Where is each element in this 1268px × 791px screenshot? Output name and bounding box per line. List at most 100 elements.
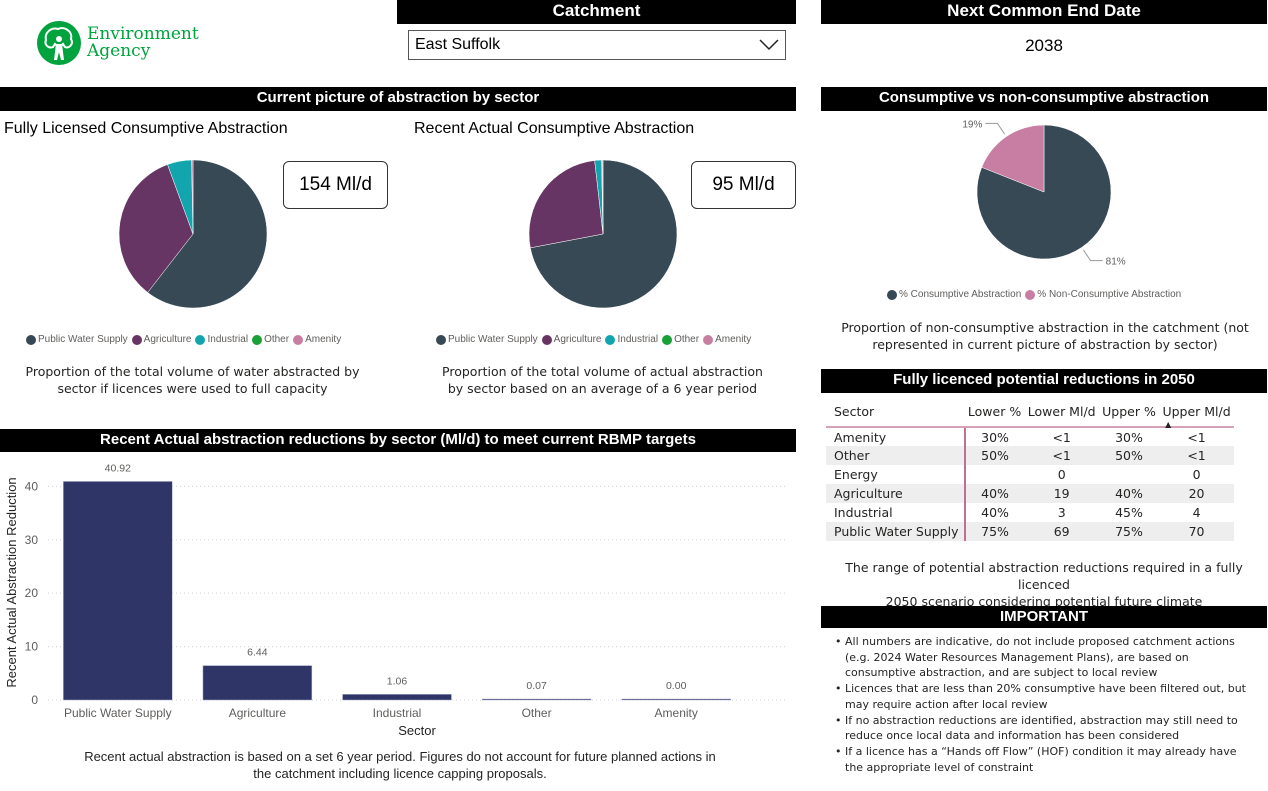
column-header-sector[interactable]: Sector bbox=[826, 400, 965, 428]
table-cell: 40% bbox=[1098, 484, 1160, 503]
legend-item-non-consumptive-abstraction[interactable]: % Non-Consumptive Abstraction bbox=[1021, 289, 1181, 300]
legend-dot-icon bbox=[703, 334, 714, 345]
legend-label: Amenity bbox=[715, 334, 752, 345]
table-cell: 4 bbox=[1192, 505, 1201, 520]
column-header-lower-mld[interactable]: Lower Ml/d bbox=[1024, 400, 1099, 428]
pie-leader-line bbox=[985, 122, 1006, 135]
x-tick-label: Industrial bbox=[373, 706, 422, 720]
legend-dot-icon bbox=[293, 334, 304, 345]
legend-dot-icon bbox=[195, 334, 206, 345]
legend-item-agriculture[interactable]: Agriculture bbox=[128, 334, 191, 345]
table-cell: 70 bbox=[1159, 522, 1234, 541]
table-row[interactable]: Agriculture 40% 19 40% 20 bbox=[826, 484, 1234, 503]
legend-label: Industrial bbox=[207, 334, 249, 345]
pie-slice-agriculture[interactable] bbox=[528, 160, 604, 249]
legend-dot-icon bbox=[252, 334, 263, 345]
legend-item-public-water-supply[interactable]: Public Water Supply bbox=[432, 334, 538, 345]
legend-label: % Non-Consumptive Abstraction bbox=[1037, 289, 1182, 300]
legend-item-industrial[interactable]: Industrial bbox=[191, 334, 248, 345]
table-cell: Industrial bbox=[826, 503, 966, 522]
table-cell: 69 bbox=[1024, 522, 1099, 541]
x-axis-title: Sector bbox=[398, 723, 436, 738]
bar-other[interactable] bbox=[481, 698, 592, 701]
catchment-dropdown[interactable]: East Suffolk bbox=[408, 30, 786, 60]
legend-item-agriculture[interactable]: Agriculture bbox=[538, 334, 602, 345]
table-row[interactable]: Amenity 30% <1 30% <1 bbox=[826, 427, 1234, 446]
legend-item-industrial[interactable]: Industrial bbox=[601, 334, 658, 345]
x-tick-label: Agriculture bbox=[229, 706, 287, 720]
bar-chart-caption: Recent actual abstraction is based on a … bbox=[60, 748, 740, 782]
environment-agency-logo: Environment Agency bbox=[36, 20, 206, 66]
legend-item-other[interactable]: Other bbox=[658, 334, 699, 345]
bar-data-label: 40.92 bbox=[105, 462, 131, 474]
fully-licensed-total-card: 154 Ml/d bbox=[283, 161, 388, 209]
pie-slice-agriculture[interactable] bbox=[118, 164, 194, 293]
legend-item-other[interactable]: Other bbox=[248, 334, 289, 345]
legend-item-amenity[interactable]: Amenity bbox=[289, 334, 341, 345]
important-item: All numbers are indicative, do not inclu… bbox=[835, 634, 1255, 681]
legend-label: Other bbox=[674, 334, 700, 345]
x-tick-label: Public Water Supply bbox=[64, 706, 172, 720]
legend-label: % Consumptive Abstraction bbox=[899, 289, 1022, 300]
fully-licensed-pie bbox=[118, 159, 268, 309]
fully-licensed-caption: Proportion of the total volume of water … bbox=[20, 363, 365, 397]
table-cell bbox=[965, 465, 1025, 484]
table-cell: 45% bbox=[1115, 505, 1143, 520]
bar-agriculture[interactable] bbox=[202, 665, 313, 701]
consumptive-pie: 81% 19% bbox=[962, 119, 1126, 268]
column-header-upper-pct[interactable]: Upper % bbox=[1098, 400, 1160, 428]
consumptive-header: Consumptive vs non-consumptive abstracti… bbox=[821, 87, 1267, 111]
reductions-2050-header: Fully licenced potential reductions in 2… bbox=[821, 369, 1267, 393]
end-date-header: Next Common End Date bbox=[821, 0, 1267, 24]
pie-data-label: 81% bbox=[1106, 257, 1126, 268]
table-cell: Public Water Supply bbox=[826, 522, 966, 541]
caption-line: Proportion of non-consumptive abstractio… bbox=[841, 320, 1249, 335]
consumptive-caption: Proportion of non-consumptive abstractio… bbox=[830, 319, 1260, 353]
consumptive-legend: % Consumptive Abstraction % Non-Consumpti… bbox=[883, 289, 1181, 300]
table-cell bbox=[1099, 465, 1159, 484]
table-cell: <1 bbox=[1052, 429, 1071, 445]
bar-amenity[interactable] bbox=[621, 698, 731, 701]
tree-person-icon bbox=[37, 21, 81, 65]
recent-actual-total-card: 95 Ml/d bbox=[691, 161, 796, 209]
caption-line: sector if licences were used to full cap… bbox=[57, 381, 328, 396]
important-list: All numbers are indicative, do not inclu… bbox=[835, 634, 1255, 775]
column-header-lower-pct[interactable]: Lower % bbox=[964, 400, 1025, 428]
table-cell: <1 bbox=[1159, 446, 1234, 465]
y-tick-label: 40 bbox=[25, 479, 39, 493]
legend-item-consumptive-abstraction[interactable]: % Consumptive Abstraction bbox=[883, 289, 1021, 300]
caption-line: Recent actual abstraction is based on a … bbox=[84, 749, 716, 764]
table-row[interactable]: Industrial 40% 3 45% 4 bbox=[826, 503, 1234, 522]
logo-line-2: Agency bbox=[87, 41, 151, 61]
caption-line: Proportion of the total volume of actual… bbox=[442, 364, 763, 379]
sort-ascending-icon[interactable]: ▲ bbox=[1165, 420, 1172, 429]
bar-data-label: 0.00 bbox=[666, 680, 687, 692]
table-header-row: Sector Lower % Lower Ml/d Upper % Upper … bbox=[826, 400, 1234, 429]
pie-slice-amenity[interactable] bbox=[191, 159, 194, 235]
legend-item-public-water-supply[interactable]: Public Water Supply bbox=[22, 334, 128, 345]
bar-industrial[interactable] bbox=[342, 694, 452, 701]
table-row[interactable]: Public Water Supply 75% 69 75% 70 bbox=[826, 522, 1234, 541]
table-row[interactable]: Other 50% <1 50% <1 bbox=[826, 446, 1234, 465]
column-header-upper-mld[interactable]: Upper Ml/d ▲ bbox=[1159, 400, 1234, 429]
important-header: IMPORTANT bbox=[821, 606, 1267, 628]
bar-data-label: 1.06 bbox=[387, 675, 408, 687]
chevron-down-icon[interactable] bbox=[759, 39, 779, 51]
catchment-header: Catchment bbox=[397, 0, 796, 24]
table-row[interactable]: Energy 0 0 bbox=[826, 465, 1234, 484]
y-tick-label: 30 bbox=[25, 533, 39, 547]
pie-slice-public-water-supply[interactable] bbox=[530, 159, 678, 309]
pie-slice-amenity[interactable] bbox=[601, 159, 604, 235]
bar-public-water-supply[interactable] bbox=[63, 481, 173, 701]
pie-slice-public-water-supply[interactable] bbox=[147, 159, 268, 309]
table-cell: 0 bbox=[1057, 467, 1066, 482]
legend-dot-icon bbox=[1025, 289, 1036, 300]
legend-dot-icon bbox=[541, 334, 552, 345]
legend-dot-icon bbox=[26, 334, 36, 345]
table-cell: Energy bbox=[826, 465, 966, 484]
legend-label: Agriculture bbox=[553, 334, 602, 345]
y-tick-label: 20 bbox=[25, 586, 39, 600]
legend-item-amenity[interactable]: Amenity bbox=[699, 334, 751, 345]
caption-line: 2050 scenario considering potential futu… bbox=[885, 594, 1203, 609]
pie-slice-non-consumptive-abstraction[interactable] bbox=[981, 124, 1045, 193]
